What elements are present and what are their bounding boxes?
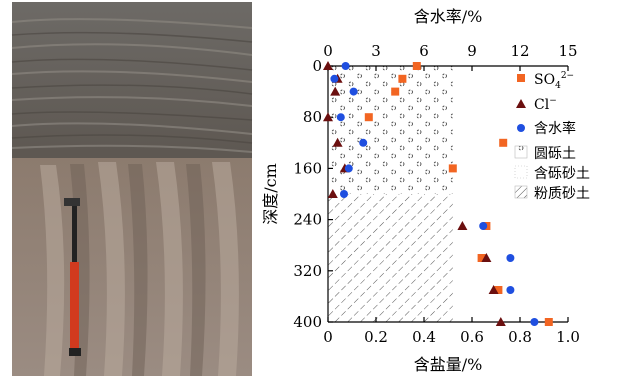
top-tick-label: 0 — [323, 42, 333, 60]
strata-layers — [328, 66, 453, 322]
top-tick-label: 6 — [419, 42, 429, 60]
point-so4 — [364, 113, 373, 122]
legend-swatch-cl — [516, 99, 526, 108]
y-tick-label: 240 — [293, 211, 322, 229]
y-tick-label: 80 — [303, 108, 322, 126]
point-cl — [323, 112, 333, 122]
y-tick-label: 0 — [312, 57, 322, 75]
hammer-icon — [64, 198, 81, 356]
legend-label-siltsand: 粉质砂土 — [534, 186, 590, 202]
legend-label-gravel: 圆砾土 — [534, 146, 576, 162]
point-cl — [495, 317, 506, 326]
bottom-axis-title: 含盐量/% — [414, 355, 483, 374]
legend-label-cl: Cl — [534, 97, 550, 113]
top-tick-label: 15 — [558, 42, 577, 60]
point-water — [506, 254, 515, 262]
y-tick-label: 400 — [293, 313, 322, 331]
bottom-tick-label: 0.2 — [364, 328, 388, 346]
legend-item-gravelsand: 含砾砂土 — [514, 165, 590, 182]
point-cl — [327, 189, 338, 198]
point-so4 — [477, 254, 486, 262]
point-so4 — [494, 286, 503, 294]
point-water — [530, 318, 539, 326]
legend-label-cl-sup: − — [549, 96, 557, 106]
data-points — [323, 61, 553, 326]
top-tick-label: 12 — [510, 42, 529, 60]
legend-swatch-gravel — [514, 145, 528, 159]
axes — [327, 65, 568, 323]
legend-label-so4-sup: 2− — [561, 71, 574, 81]
y-tick-label: 320 — [293, 262, 322, 280]
depth-profile-chart: 0 0.2 0.4 0.6 0.8 1.00 3 6 9 12 15080160240320400 … — [262, 7, 590, 374]
legend-label-so4: SO — [534, 72, 555, 88]
point-so4 — [544, 318, 553, 326]
point-water — [330, 74, 339, 83]
point-cl — [457, 221, 468, 230]
point-cl — [481, 253, 492, 262]
svg-text:SO42−: SO42− — [534, 71, 574, 91]
point-water — [349, 87, 358, 96]
legend-item-siltsand: 粉质砂土 — [514, 185, 590, 202]
point-so4 — [391, 87, 400, 96]
legend-item-water: 含水率 — [517, 120, 576, 137]
bottom-tick-label: 0.4 — [412, 328, 436, 346]
legend-item-cl: Cl− — [516, 96, 557, 113]
point-cl — [323, 61, 333, 70]
point-water — [506, 286, 515, 294]
y-tick-label: 160 — [293, 159, 322, 177]
point-cl — [330, 86, 341, 96]
stratum-0 — [328, 66, 453, 194]
bottom-tick-label: 1.0 — [556, 328, 580, 346]
point-so4 — [398, 74, 407, 83]
point-water — [340, 190, 348, 198]
svg-text:Cl−: Cl− — [534, 96, 557, 113]
bottom-tick-label: 0 — [323, 328, 333, 346]
stratum-1 — [328, 194, 453, 322]
top-tick-label: 9 — [467, 42, 477, 60]
bottom-tick-label: 0.8 — [508, 328, 532, 346]
point-so4 — [412, 62, 421, 70]
legend-label-gravelsand: 含砾砂土 — [534, 166, 590, 182]
legend-swatch-so4 — [517, 74, 525, 82]
point-cl — [332, 137, 343, 147]
axis-ticks: 0 0.2 0.4 0.6 0.8 1.0 0 3 6 9 12 15 0 80 160 240 320 400 — [293, 42, 580, 346]
point-so4 — [448, 164, 457, 173]
point-water — [359, 138, 368, 147]
legend-label-water: 含水率 — [534, 120, 576, 137]
outcrop-photo — [0, 0, 262, 376]
legend-swatch-water — [517, 124, 525, 132]
point-so4 — [499, 138, 508, 147]
legend: SO42− Cl− 含水率 圆砾土 含砾砂土 粉质砂土 — [514, 71, 590, 202]
legend-item-gravel: 圆砾土 — [514, 145, 576, 162]
point-cl — [488, 285, 499, 294]
point-water — [479, 222, 488, 230]
point-water — [336, 113, 345, 122]
y-axis-title: 深度/cm — [262, 163, 280, 225]
top-tick-label: 3 — [371, 42, 381, 60]
legend-swatch-gravelsand — [514, 165, 528, 179]
point-water — [341, 62, 350, 70]
point-water — [344, 164, 353, 173]
legend-item-so4: SO42− — [517, 71, 574, 91]
legend-swatch-siltsand — [514, 185, 528, 199]
legend-label-so4-sub: 4 — [555, 81, 561, 91]
top-axis-title: 含水率/% — [414, 7, 483, 26]
bottom-tick-label: 0.6 — [460, 328, 484, 346]
